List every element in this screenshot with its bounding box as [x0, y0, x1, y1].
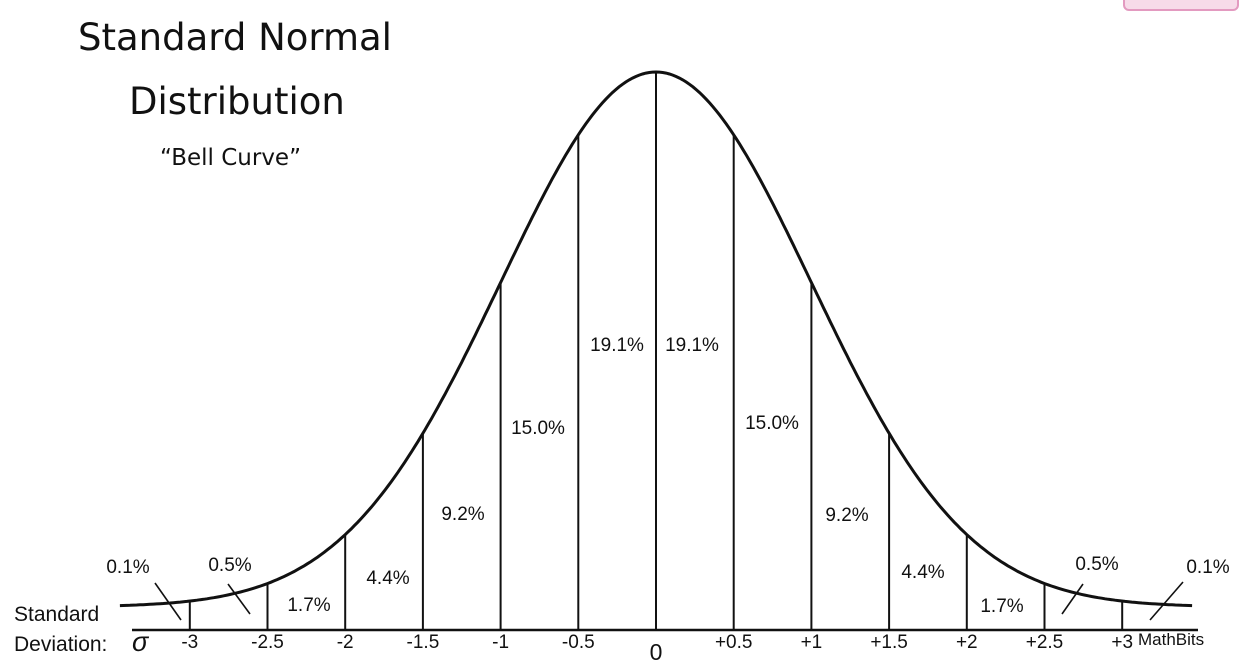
region-percent-label: 1.7% [980, 596, 1023, 617]
labels-group: 0.1% 0.5% 1.7% 4.4% 9.2% 15.0% 19.1% 19.1% 15.0%… [106, 335, 1229, 617]
label-pointer-line [154, 582, 182, 621]
bell-curve-line [119, 70, 1193, 608]
region-percent-label: 15.0% [511, 418, 565, 439]
x-tick-label: -1.5 [407, 632, 440, 653]
x-tick-label: +2 [956, 632, 978, 653]
axis-label-standard: Standard [14, 603, 99, 626]
chart-title-line-2: Distribution [129, 80, 345, 123]
x-tick-label: 0 [650, 639, 663, 665]
region-percent-label: 9.2% [441, 504, 484, 525]
axis-label-deviation: Deviation: [14, 633, 107, 656]
chart-title-line-1: Standard Normal [78, 16, 392, 59]
region-percent-label: 0.5% [208, 555, 251, 576]
credit-label: MathBits [1138, 630, 1204, 649]
region-percent-label: 4.4% [901, 562, 944, 583]
x-tick-label: -0.5 [562, 632, 595, 653]
label-pointer-line [227, 583, 251, 615]
region-percent-label: 19.1% [665, 335, 719, 356]
ticks-group: -3 -2.5 -2 -1.5 -1 -0.5 0 +0.5 +1 +1.5 +2 +2.5 +3 [181, 632, 1133, 665]
region-percent-label: 4.4% [366, 568, 409, 589]
x-tick-label: +3 [1111, 632, 1133, 653]
x-tick-label: -2.5 [251, 632, 284, 653]
corner-tab [1123, 0, 1239, 11]
x-tick-label: -3 [181, 632, 198, 653]
chart-subtitle: “Bell Curve” [160, 145, 301, 171]
region-percent-label: 1.7% [287, 595, 330, 616]
curve-group [119, 70, 1193, 608]
region-percent-label: 0.5% [1075, 554, 1118, 575]
x-tick-label: +1.5 [870, 632, 908, 653]
region-percent-label: 15.0% [745, 413, 799, 434]
x-tick-label: -1 [492, 632, 509, 653]
label-pointer-line [1061, 583, 1084, 615]
x-tick-label: -2 [337, 632, 354, 653]
region-percent-label: 19.1% [590, 335, 644, 356]
x-tick-label: +0.5 [715, 632, 753, 653]
region-percent-label: 9.2% [825, 505, 868, 526]
x-tick-label: +2.5 [1026, 632, 1064, 653]
x-tick-label: +1 [801, 632, 823, 653]
label-pointer-line [1149, 581, 1184, 621]
sigma-symbol: σ [132, 627, 150, 657]
region-percent-label: 0.1% [106, 557, 149, 578]
pointers-group [154, 581, 1184, 621]
region-percent-label: 0.1% [1186, 557, 1229, 578]
dividers-group [188, 72, 1124, 630]
